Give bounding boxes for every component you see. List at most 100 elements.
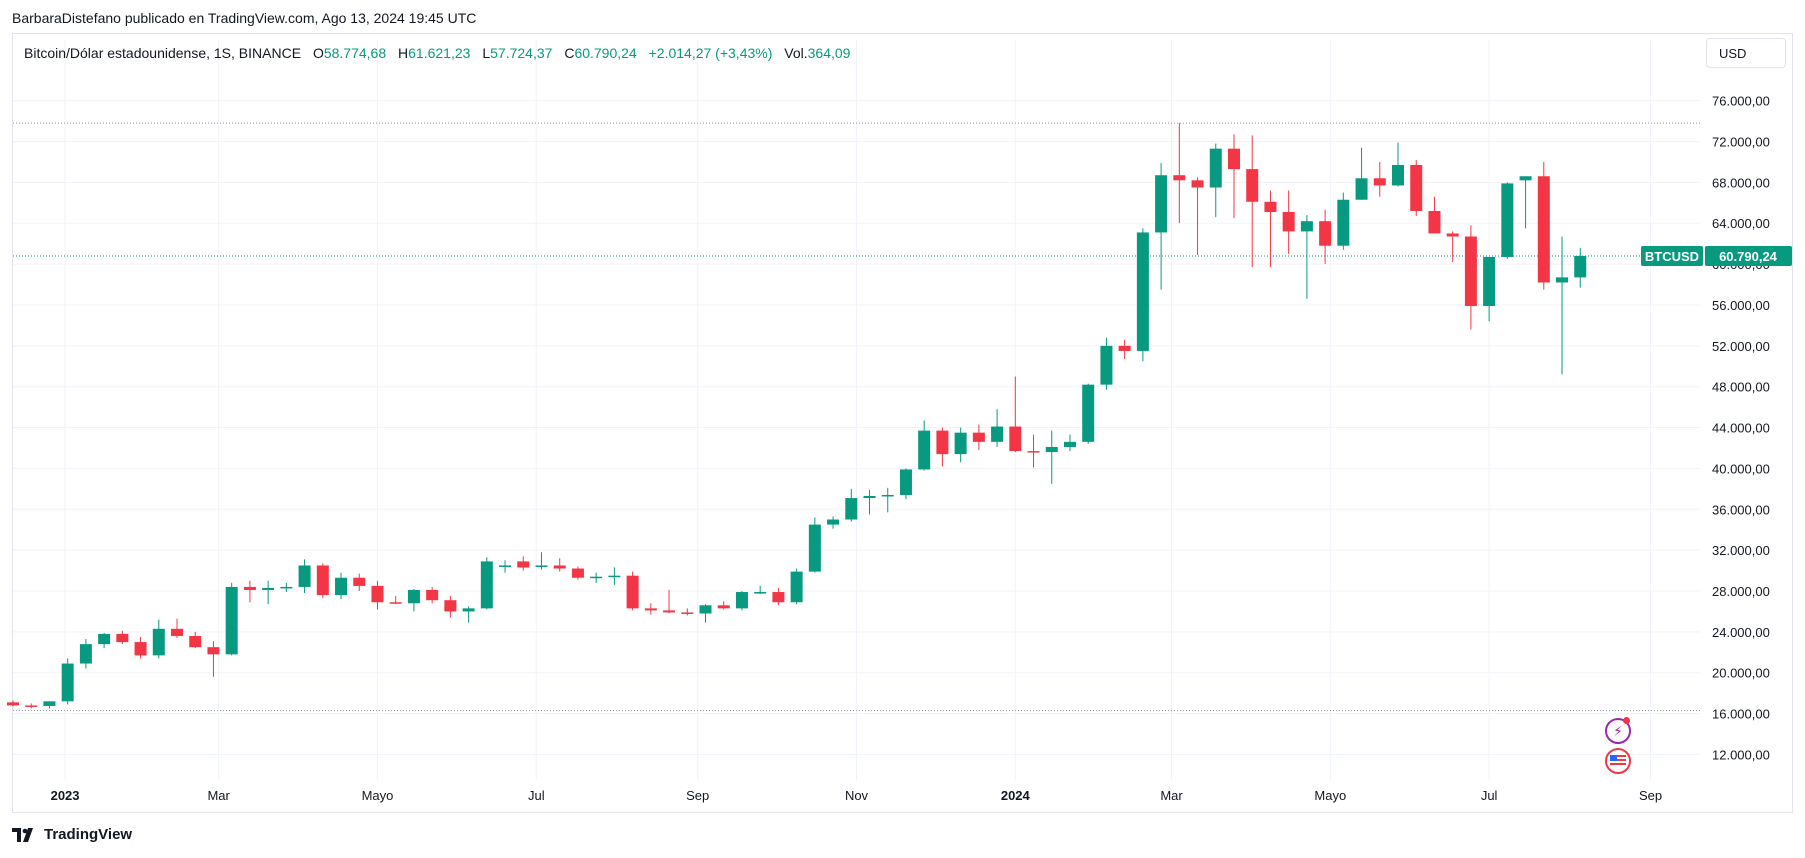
- candle-down: [1246, 135, 1259, 268]
- candle-body: [663, 610, 676, 613]
- candle-body: [25, 705, 38, 707]
- candle-body: [754, 592, 767, 594]
- candle-body: [1100, 345, 1113, 385]
- us-flag-event-icon[interactable]: [1605, 748, 1631, 774]
- candle-body: [243, 586, 256, 590]
- candle-down: [1410, 159, 1423, 217]
- high-value: 61.621,23: [408, 45, 471, 61]
- notification-dot: [1623, 717, 1630, 724]
- candle-up: [535, 552, 548, 570]
- candle-body: [1519, 176, 1532, 181]
- candle-down: [1373, 161, 1386, 197]
- candle-down: [626, 571, 639, 611]
- last-price-value: 60.790,24: [1719, 249, 1778, 264]
- symbol-tag-text: BTCUSD: [1645, 249, 1699, 264]
- candle-down: [389, 596, 402, 605]
- price-tick-label: 16.000,00: [1712, 707, 1770, 722]
- candle-body: [1501, 183, 1514, 257]
- candle-body: [335, 577, 348, 596]
- price-tick-label: 28.000,00: [1712, 584, 1770, 599]
- candle-body: [1264, 201, 1277, 212]
- candle-down: [1428, 196, 1441, 234]
- candle-up: [1136, 228, 1149, 362]
- symbol-title[interactable]: Bitcoin/Dólar estadounidense, 1S, BINANC…: [24, 45, 302, 61]
- price-tick-label: 32.000,00: [1712, 543, 1770, 558]
- time-axis: 2023 Mar Mayo Jul Sep Nov 2024 Mar Mayo Jul Sep: [51, 788, 1662, 803]
- candle-body: [1191, 180, 1204, 188]
- lightning-event-icon[interactable]: ⚡: [1605, 717, 1631, 744]
- volume-label: Vol.: [784, 45, 808, 61]
- grid-layer: [13, 40, 1700, 780]
- tradingview-logo[interactable]: TradingView: [12, 826, 132, 843]
- candle-down: [371, 580, 384, 610]
- candle-down: [171, 618, 184, 638]
- candle-up: [1556, 236, 1569, 375]
- candle-up: [1519, 176, 1532, 229]
- candle-body: [444, 600, 457, 612]
- time-tick-label: Mar: [1160, 788, 1183, 803]
- candle-body: [644, 608, 657, 611]
- candle-body: [353, 577, 366, 586]
- candle-up: [1483, 256, 1496, 322]
- price-tick-label: 64.000,00: [1712, 216, 1770, 231]
- candle-up: [462, 606, 475, 623]
- candle-up: [43, 701, 56, 709]
- candle-body: [407, 589, 420, 604]
- candle-body: [61, 663, 74, 702]
- candle-body: [79, 644, 92, 664]
- last-price-bg: [1705, 246, 1792, 267]
- candle-up: [61, 658, 74, 705]
- candle-up: [1300, 215, 1313, 299]
- candle-body: [7, 702, 19, 706]
- candle-body: [1446, 233, 1459, 237]
- candle-body: [1483, 256, 1496, 306]
- candle-body: [681, 612, 694, 614]
- candle-up: [480, 557, 493, 610]
- candle-body: [1392, 165, 1405, 186]
- candle-down: [189, 631, 202, 649]
- candle-body: [98, 633, 111, 645]
- candle-body: [1082, 384, 1095, 442]
- candle-body: [1373, 178, 1386, 186]
- currency-selector[interactable]: USD: [1706, 38, 1786, 68]
- price-tick-label: 68.000,00: [1712, 175, 1770, 190]
- candle-body: [371, 585, 384, 603]
- candle-body: [280, 586, 293, 589]
- candle-body: [1355, 178, 1368, 200]
- open-label: O: [312, 45, 324, 61]
- candle-up: [918, 420, 931, 471]
- candle-body: [262, 587, 275, 590]
- flag-icon: [1610, 755, 1626, 767]
- candle-body: [462, 608, 475, 612]
- time-tick-label: Nov: [845, 788, 869, 803]
- candle-body: [881, 494, 894, 497]
- candle-body: [1574, 255, 1587, 278]
- price-tick-label: 12.000,00: [1712, 747, 1770, 762]
- candle-body: [772, 592, 785, 603]
- candle-body: [827, 519, 840, 525]
- candle-up: [1045, 430, 1058, 484]
- candle-down: [972, 424, 985, 451]
- candle-body: [1027, 451, 1040, 453]
- candle-down: [663, 589, 676, 614]
- candle-up: [790, 568, 803, 605]
- time-tick-label: Sep: [686, 788, 709, 803]
- candle-up: [881, 487, 894, 513]
- candle-up: [1082, 383, 1095, 444]
- change-value: +2.014,27 (+3,43%): [648, 45, 773, 61]
- symbol-tag-bg: [1641, 246, 1703, 267]
- candle-up: [1100, 337, 1113, 390]
- candle-up: [79, 639, 92, 669]
- candle-body: [1464, 236, 1477, 306]
- time-tick-label: 2024: [1001, 788, 1031, 803]
- candle-body: [954, 432, 967, 455]
- candle-body: [535, 565, 548, 567]
- time-tick-label: Jul: [1481, 788, 1498, 803]
- candle-body: [590, 576, 603, 579]
- price-tick-label: 36.000,00: [1712, 502, 1770, 517]
- candle-down: [936, 427, 949, 467]
- candle-body: [936, 430, 949, 455]
- candle-down: [243, 580, 256, 603]
- volume-value: 364,09: [807, 45, 851, 61]
